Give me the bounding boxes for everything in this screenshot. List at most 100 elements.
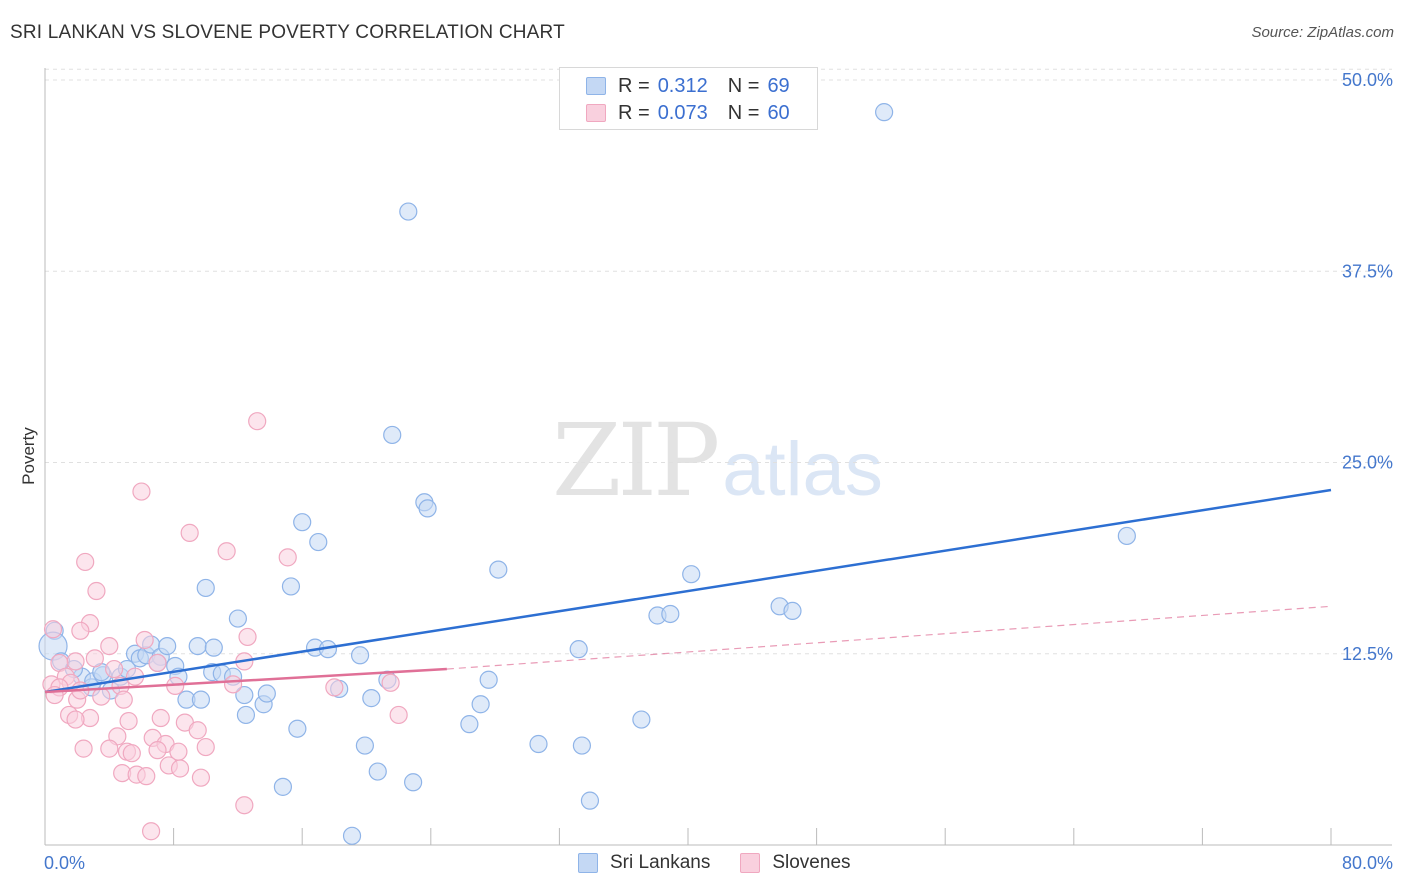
sri-lankans-point [362, 689, 381, 708]
x-tick-label: 0.0% [44, 853, 85, 873]
sri-lankans-point [529, 734, 548, 754]
y-axis-label: Poverty [19, 427, 38, 485]
sri-lankans-point [569, 640, 588, 659]
sri-lankans-point [399, 202, 418, 221]
sri-lankans-point [1117, 526, 1136, 546]
slovenes-trend-extension [446, 605, 1332, 670]
slovenes-point [381, 673, 400, 692]
slovenes-point [100, 739, 119, 758]
sri-lankans-point [196, 578, 215, 598]
slovenes-point [43, 620, 63, 639]
y-tick-label: 12.5% [1342, 644, 1393, 664]
sri-lankans-swatch [578, 853, 598, 873]
slovenes-point [92, 687, 111, 706]
sri-lankans-point [580, 791, 600, 810]
sri-lankans-point [309, 532, 328, 552]
slovenes-point [389, 705, 408, 725]
slovenes-point [217, 542, 236, 561]
slovenes-point [238, 627, 257, 647]
slovenes-trend-line [44, 667, 447, 694]
sri-lankans-point [479, 670, 498, 689]
sri-lankans-point [204, 638, 223, 657]
slovenes-point [180, 523, 199, 542]
series-legend: Sri Lankans Slovenes [578, 852, 881, 874]
legend-n-value: 60 [767, 101, 790, 124]
y-tick-label: 25.0% [1342, 453, 1393, 473]
slovenes-point [105, 659, 124, 679]
sri-lankans-trend-line [44, 488, 1332, 694]
legend-r-label: R = [618, 101, 650, 124]
chart-title: SRI LANKAN VS SLOVENE POVERTY CORRELATIO… [10, 22, 565, 43]
legend-label-sri-lankans: Sri Lankans [610, 852, 711, 873]
sri-lankans-point [188, 636, 207, 656]
slovenes-point [196, 737, 215, 757]
x-tick-label: 80.0% [1342, 853, 1393, 873]
y-tick-label: 37.5% [1342, 261, 1393, 281]
sri-lankans-point [191, 690, 211, 709]
axis-layer [44, 68, 1392, 846]
legend-n-label: N = [727, 101, 760, 124]
sri-lankans-point [235, 685, 254, 705]
sri-lankans-point [236, 705, 256, 725]
slovenes-point [114, 690, 133, 709]
slovenes-swatch [740, 853, 761, 873]
sri-lankans-point [632, 710, 651, 729]
sri-lankans-point [572, 736, 592, 755]
sri-lankans-point [281, 577, 301, 596]
legend-item-slovenes[interactable]: Slovenes [740, 852, 851, 874]
slovenes-point [85, 649, 104, 668]
slovenes-point [170, 759, 190, 778]
slovenes-point [122, 744, 141, 763]
sri-lankans-point [355, 736, 374, 755]
sri-lankans-point [257, 684, 276, 703]
sri-lankans-point [682, 565, 701, 584]
slovenes-point [223, 675, 243, 694]
slovenes-point [278, 548, 297, 567]
slovenes-point [248, 412, 267, 431]
sri-lankans-point [342, 826, 362, 845]
legend-item-sri-lankans[interactable]: Sri Lankans [578, 852, 710, 874]
sri-lankans-point [273, 777, 293, 796]
trend-layer [44, 488, 1332, 694]
legend-r-label: R = [618, 74, 650, 97]
slovenes-point [148, 741, 167, 760]
slovenes-point [325, 678, 344, 697]
sri-lankans-point [293, 513, 312, 532]
legend-n-label: N = [727, 74, 760, 97]
label-layer: 12.5% 25.0% 37.5% 50.0% 0.0% 80.0% Poverty [19, 70, 1393, 873]
slovenes-point [132, 482, 151, 501]
slovenes-point [148, 653, 167, 673]
slovenes-point [137, 767, 156, 786]
slovenes-point [71, 621, 90, 640]
legend-label-slovenes: Slovenes [772, 852, 851, 873]
sri-lankans-point [471, 695, 490, 714]
legend-n-value: 69 [767, 74, 790, 97]
chart-source: Source: ZipAtlas.com [1251, 24, 1394, 41]
slovenes-point [235, 796, 254, 815]
sri-lankans-point [350, 646, 370, 665]
sri-lankans-point [228, 609, 247, 628]
slovenes-point [66, 652, 85, 671]
sri-lankans-point [661, 604, 680, 624]
slovenes-point [188, 721, 207, 740]
slovenes-point [191, 768, 211, 787]
y-tick-label: 50.0% [1342, 70, 1393, 90]
slovenes-point [100, 636, 119, 656]
sri-lankans-point [404, 773, 423, 792]
slovenes-point [74, 739, 93, 758]
slovenes-point [76, 552, 95, 572]
sri-lankans-point [489, 560, 508, 579]
slovenes-swatch [586, 104, 606, 122]
sri-lankans-point [383, 425, 402, 445]
legend-row-sri-lankans: R = 0.312 N = 69 [586, 74, 790, 98]
sri-lankans-point [368, 762, 387, 781]
slovenes-point [135, 630, 154, 650]
legend-r-value: 0.073 [657, 101, 708, 124]
legend-r-value: 0.312 [657, 74, 708, 97]
points-layer [38, 103, 1136, 845]
sri-lankans-point [288, 719, 307, 738]
sri-lankans-point [418, 499, 437, 518]
slovenes-point [151, 708, 170, 728]
slovenes-point [119, 711, 138, 731]
sri-lankans-point [875, 103, 894, 122]
